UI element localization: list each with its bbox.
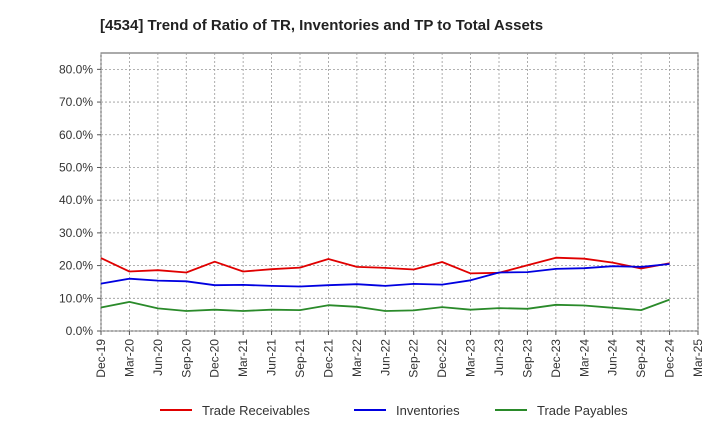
x-tick-label: Dec-23 <box>549 339 563 378</box>
legend-label: Trade Receivables <box>202 403 310 418</box>
x-tick-label: Jun-23 <box>492 339 506 376</box>
x-tick-label: Mar-20 <box>122 339 136 377</box>
y-tick-label: 80.0% <box>59 62 93 76</box>
x-axis: Dec-19 Mar-20 Jun-20 Sep-20 Dec-20 Mar-21 Jun-… <box>94 331 705 378</box>
series-line-trade-receivables <box>100 256 670 275</box>
y-tick-label: 40.0% <box>59 193 93 207</box>
y-tick-label: 60.0% <box>59 128 93 142</box>
x-tick-label: Sep-24 <box>634 339 648 378</box>
x-tick-label: Mar-23 <box>464 339 478 377</box>
legend: Trade Receivables Inventories Trade Payabl… <box>160 403 628 418</box>
x-tick-label: Sep-20 <box>179 339 193 378</box>
x-tick-label: Jun-20 <box>151 339 165 376</box>
x-tick-label: Dec-20 <box>208 339 222 378</box>
series-lines <box>100 256 670 312</box>
legend-label: Inventories <box>396 403 460 418</box>
series-line-trade-payables <box>100 298 670 312</box>
y-tick-label: 70.0% <box>59 95 93 109</box>
legend-label: Trade Payables <box>537 403 628 418</box>
y-axis: 0.0% 10.0% 20.0% 30.0% 40.0% 50.0% 60.0% 70.0% 8… <box>59 62 101 338</box>
y-tick-label: 20.0% <box>59 259 93 273</box>
x-tick-label: Jun-24 <box>606 339 620 376</box>
x-tick-label: Jun-22 <box>378 339 392 376</box>
grid <box>100 53 699 332</box>
y-tick-label: 10.0% <box>59 291 93 305</box>
x-tick-label: Dec-22 <box>435 339 449 378</box>
y-tick-label: 30.0% <box>59 226 93 240</box>
x-tick-label: Dec-24 <box>663 339 677 378</box>
x-tick-label: Mar-22 <box>350 339 364 377</box>
x-tick-label: Dec-19 <box>94 339 108 378</box>
plot-area <box>100 52 699 332</box>
x-tick-label: Mar-25 <box>691 339 705 377</box>
x-tick-label: Mar-21 <box>236 339 250 377</box>
x-tick-label: Sep-23 <box>520 339 534 378</box>
x-tick-label: Sep-21 <box>293 339 307 378</box>
y-tick-label: 0.0% <box>66 324 94 338</box>
chart-title: [4534] Trend of Ratio of TR, Inventories… <box>100 17 543 34</box>
x-tick-label: Jun-21 <box>265 339 279 376</box>
x-tick-label: Mar-24 <box>577 339 591 377</box>
x-tick-label: Dec-21 <box>321 339 335 378</box>
y-tick-label: 50.0% <box>59 160 93 174</box>
x-tick-label: Sep-22 <box>407 339 421 378</box>
series-line-inventories <box>100 263 670 288</box>
